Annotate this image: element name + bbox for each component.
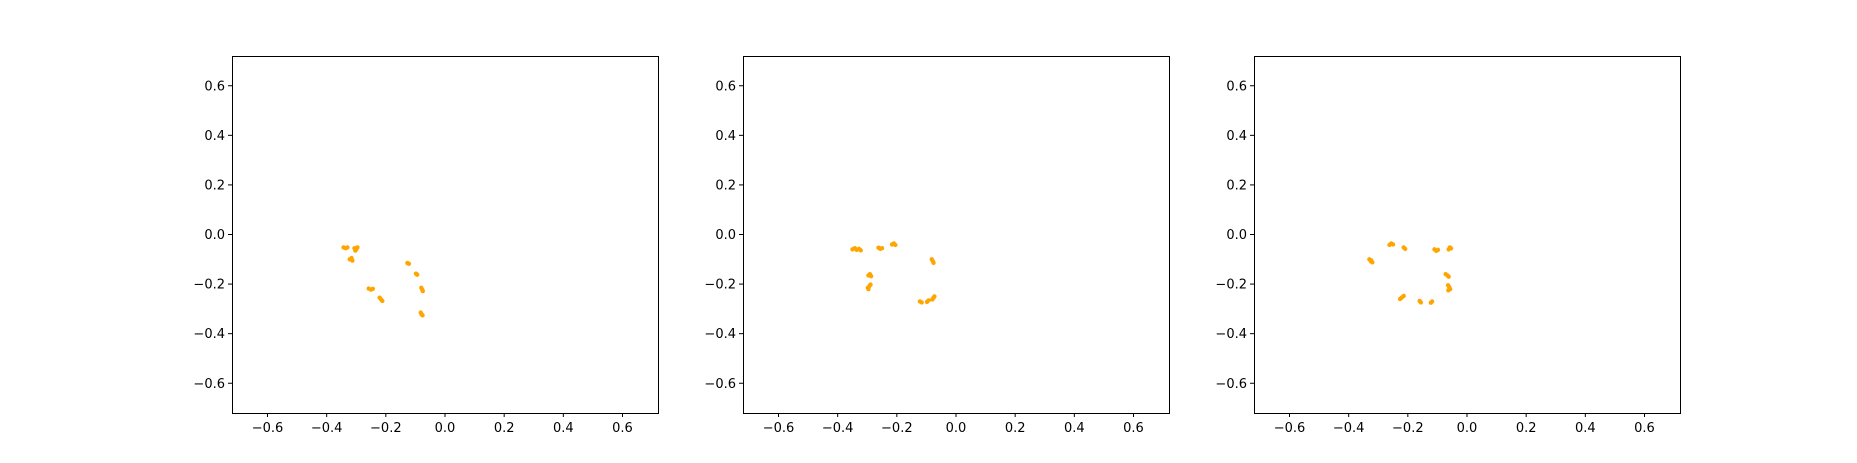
x-tick-label: 0.6 bbox=[612, 421, 633, 436]
scatter-point bbox=[353, 248, 358, 253]
scatter-point bbox=[868, 282, 873, 287]
x-tick-label: −0.2 bbox=[370, 421, 402, 436]
y-tick-label: −0.2 bbox=[704, 278, 736, 293]
y-tick-label: −0.4 bbox=[1215, 327, 1247, 342]
scatter-point bbox=[858, 248, 863, 253]
x-tick-label: 0.6 bbox=[1123, 421, 1144, 436]
x-tick-label: 0.2 bbox=[1516, 421, 1537, 436]
x-tick-label: −0.4 bbox=[1333, 421, 1365, 436]
x-tick-label: −0.6 bbox=[763, 421, 795, 436]
y-tick-label: 0.6 bbox=[715, 79, 736, 94]
scatter-point bbox=[350, 258, 355, 263]
y-tick-label: −0.6 bbox=[704, 377, 736, 392]
scatter-point bbox=[879, 245, 885, 251]
scatter-point bbox=[406, 261, 412, 266]
axes-frame bbox=[743, 56, 1170, 414]
y-tick-label: 0.2 bbox=[715, 178, 736, 193]
x-tick-label: 0.0 bbox=[946, 421, 967, 436]
y-tick-label: −0.4 bbox=[704, 327, 736, 342]
scatter-point bbox=[380, 298, 385, 304]
x-tick-label: 0.0 bbox=[1457, 421, 1478, 436]
y-tick-label: 0.2 bbox=[1226, 178, 1247, 193]
points-group bbox=[341, 245, 426, 318]
y-tick-label: 0.6 bbox=[1226, 79, 1247, 94]
x-tick-label: −0.2 bbox=[881, 421, 913, 436]
x-tick-label: −0.6 bbox=[1274, 421, 1306, 436]
x-tick-label: 0.6 bbox=[1634, 421, 1655, 436]
x-tick-label: 0.4 bbox=[1064, 421, 1085, 436]
scatter-point bbox=[420, 313, 425, 318]
y-tick-label: 0.0 bbox=[1226, 228, 1247, 243]
scatter-point bbox=[1401, 293, 1406, 299]
subplot-2: −0.6 −0.4 −0.2 0.0 0.2 0.4 0.6 −0.6 −0.4 −0.2 0.0 0… bbox=[704, 56, 1170, 436]
y-tick-label: 0.4 bbox=[715, 129, 736, 144]
x-tick-label: 0.2 bbox=[1005, 421, 1026, 436]
y-tick-label: 0.0 bbox=[204, 228, 225, 243]
scatter-point bbox=[1402, 246, 1408, 252]
points-group bbox=[850, 241, 937, 305]
y-tick-label: 0.4 bbox=[1226, 129, 1247, 144]
scatter-point bbox=[345, 245, 350, 250]
y-tick-label: −0.2 bbox=[1215, 278, 1247, 293]
scatter-point bbox=[414, 272, 420, 277]
scatter-point bbox=[1446, 288, 1451, 293]
scatter-point bbox=[1390, 242, 1396, 247]
y-tick-label: −0.2 bbox=[193, 278, 225, 293]
points-group bbox=[1367, 241, 1454, 305]
axes-frame bbox=[1254, 56, 1681, 414]
scatter-point bbox=[932, 294, 937, 299]
x-tick-label: 0.0 bbox=[435, 421, 456, 436]
scatter-point bbox=[420, 288, 426, 294]
scatter-point bbox=[866, 286, 871, 292]
scatter-point bbox=[1418, 300, 1424, 305]
subplot-1: −0.6 −0.4 −0.2 0.0 0.2 0.4 0.6 −0.6 −0.4 −0.2 0.0 0… bbox=[193, 56, 659, 436]
x-tick-label: −0.4 bbox=[822, 421, 854, 436]
scatter-point bbox=[893, 242, 898, 248]
scatter-point bbox=[370, 286, 376, 291]
scatter-point bbox=[919, 300, 924, 305]
y-tick-label: 0.4 bbox=[204, 129, 225, 144]
scatter-point bbox=[868, 273, 874, 279]
axes-frame bbox=[232, 56, 659, 414]
x-tick-label: 0.4 bbox=[1575, 421, 1596, 436]
y-tick-label: 0.6 bbox=[204, 79, 225, 94]
y-tick-label: 0.2 bbox=[204, 178, 225, 193]
scatter-point bbox=[1368, 258, 1374, 263]
scatter-point bbox=[1435, 247, 1441, 253]
scatter-point bbox=[931, 260, 936, 265]
x-tick-label: −0.6 bbox=[252, 421, 284, 436]
scatter-point bbox=[1448, 246, 1454, 251]
y-tick-label: −0.4 bbox=[193, 327, 225, 342]
x-tick-label: −0.2 bbox=[1392, 421, 1424, 436]
x-tick-label: 0.2 bbox=[494, 421, 515, 436]
scatter-point bbox=[926, 298, 931, 303]
subplot-3: −0.6 −0.4 −0.2 0.0 0.2 0.4 0.6 −0.6 −0.4 −0.2 0.0 0… bbox=[1215, 56, 1681, 436]
y-tick-label: 0.0 bbox=[715, 228, 736, 243]
y-tick-label: −0.6 bbox=[1215, 377, 1247, 392]
scatter-point bbox=[1446, 274, 1451, 279]
y-tick-label: −0.6 bbox=[193, 377, 225, 392]
scatter-point bbox=[1429, 299, 1435, 304]
x-tick-label: 0.4 bbox=[553, 421, 574, 436]
scatter-point bbox=[355, 245, 360, 250]
x-tick-label: −0.4 bbox=[311, 421, 343, 436]
